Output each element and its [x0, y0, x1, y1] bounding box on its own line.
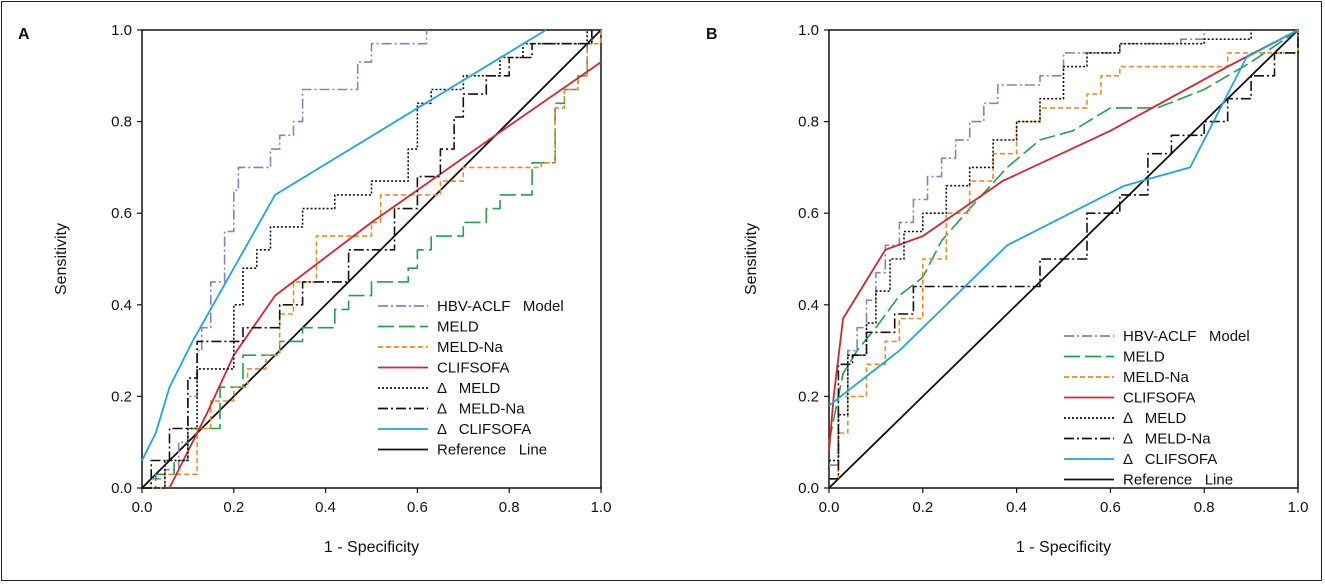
panel-a-series-reference-line: [141, 29, 602, 489]
panel-b-legend-label-delta-clifsofa: Δ CLIFSOFA: [1123, 451, 1217, 468]
panel-b-x-tick-label: 0.6: [1100, 499, 1121, 516]
panel-b-y-axis-title: Sensitivity: [743, 223, 760, 295]
panel-b-label: B: [706, 26, 718, 43]
panel-a-series-clifsofa: [168, 61, 602, 489]
panel-b-plot-frame: [828, 29, 1299, 489]
panel-b-x-tick-label: 0.8: [1194, 499, 1215, 516]
panel-b-legend-label-delta-meld: Δ MELD: [1123, 410, 1187, 427]
panel-a-x-tick-label: 0.8: [499, 499, 520, 516]
panel-a-y-tick-label: 1.0: [111, 22, 132, 39]
panel-b-legend-label-hbv-aclf-model: HBV-ACLF Model: [1123, 328, 1250, 345]
panel-a-group: A 0.0 0.2 0.4 0.6 0.8 1.0 0.0 0.2 0.4 0.6 0.8 1.0 1 -…: [18, 22, 611, 556]
panel-a-series-delta-clifsofa: [141, 29, 547, 461]
panel-b-y-tick-label: 0.6: [798, 205, 819, 222]
panel-b-y-tick-label: 0.2: [798, 388, 819, 405]
panel-a-series-meld-na: [142, 30, 602, 489]
panel-b-y-tick-label: 0.0: [798, 480, 819, 497]
panel-b-legend-label-reference-line: Reference Line: [1123, 472, 1233, 489]
panel-b-legend-label-clifsofa: CLIFSOFA: [1123, 390, 1196, 407]
panel-b-x-axis-title: 1 - Specificity: [1016, 539, 1111, 556]
panel-a-label: A: [18, 26, 30, 43]
panel-b-y-tick-label: 0.4: [798, 297, 819, 314]
panel-b-series-meld: [828, 29, 1299, 443]
panel-a-x-tick-label: 0.4: [315, 499, 336, 516]
panel-a-x-tick-label: 0.2: [223, 499, 244, 516]
panel-b-series-delta-clifsofa: [828, 29, 1299, 407]
panel-a-legend-label-delta-meld-na: Δ MELD-Na: [437, 401, 525, 418]
panel-a-series-meld: [142, 30, 593, 489]
panel-a-legend-label-meld: MELD: [437, 319, 479, 336]
panel-a-series-delta-meld-na: [142, 30, 593, 489]
panel-b-legend-label-meld-na: MELD-Na: [1123, 369, 1190, 386]
panel-b-group: B 0.0 0.2 0.4 0.6 0.8 1.0 0.0 0.2 0.4 0.6 0.8 1.0 1 -…: [706, 22, 1308, 556]
panel-a-series-delta-meld: [142, 30, 588, 489]
panel-a-y-axis-title: Sensitivity: [53, 223, 70, 295]
panel-b-x-tick-label: 1.0: [1288, 499, 1309, 516]
panel-a-series-hbv-aclf-model: [142, 30, 428, 489]
panel-a-y-tick-label: 0.0: [111, 480, 132, 497]
panel-a-x-axis-title: 1 - Specificity: [324, 539, 419, 556]
panel-a-legend-label-meld-na: MELD-Na: [437, 339, 504, 356]
panel-a-x-tick-label: 0.6: [407, 499, 428, 516]
panel-a-y-tick-label: 0.4: [111, 297, 132, 314]
panel-b-x-tick-label: 0.4: [1006, 499, 1027, 516]
panel-b-series-clifsofa: [828, 29, 1299, 452]
panel-a-y-tick-label: 0.2: [111, 388, 132, 405]
panel-a-legend-label-reference-line: Reference Line: [437, 442, 547, 459]
panel-a-legend-label-delta-clifsofa: Δ CLIFSOFA: [437, 421, 531, 438]
panel-b-series-meld-na: [829, 30, 1299, 480]
panel-a-y-tick-label: 0.6: [111, 205, 132, 222]
panel-a-legend-label-hbv-aclf-model: HBV-ACLF Model: [437, 298, 564, 315]
panel-a-legend-label-clifsofa: CLIFSOFA: [437, 360, 510, 377]
panel-b-y-tick-label: 1.0: [798, 22, 819, 39]
panel-a-legend-label-delta-meld: Δ MELD: [437, 380, 501, 397]
panel-a-x-tick-label: 0.0: [132, 499, 153, 516]
panel-b-legend-label-meld: MELD: [1123, 349, 1165, 366]
panel-b-series-delta-meld-na: [829, 30, 1299, 480]
panel-a-y-tick-label: 0.8: [111, 114, 132, 131]
panel-a-plot-frame: [141, 29, 602, 489]
panel-a-x-tick-label: 1.0: [591, 499, 612, 516]
panel-b-legend-label-delta-meld-na: Δ MELD-Na: [1123, 431, 1211, 448]
panel-b-x-tick-label: 0.2: [912, 499, 933, 516]
panel-b-x-tick-label: 0.0: [819, 499, 840, 516]
panel-b-y-tick-label: 0.8: [798, 114, 819, 131]
